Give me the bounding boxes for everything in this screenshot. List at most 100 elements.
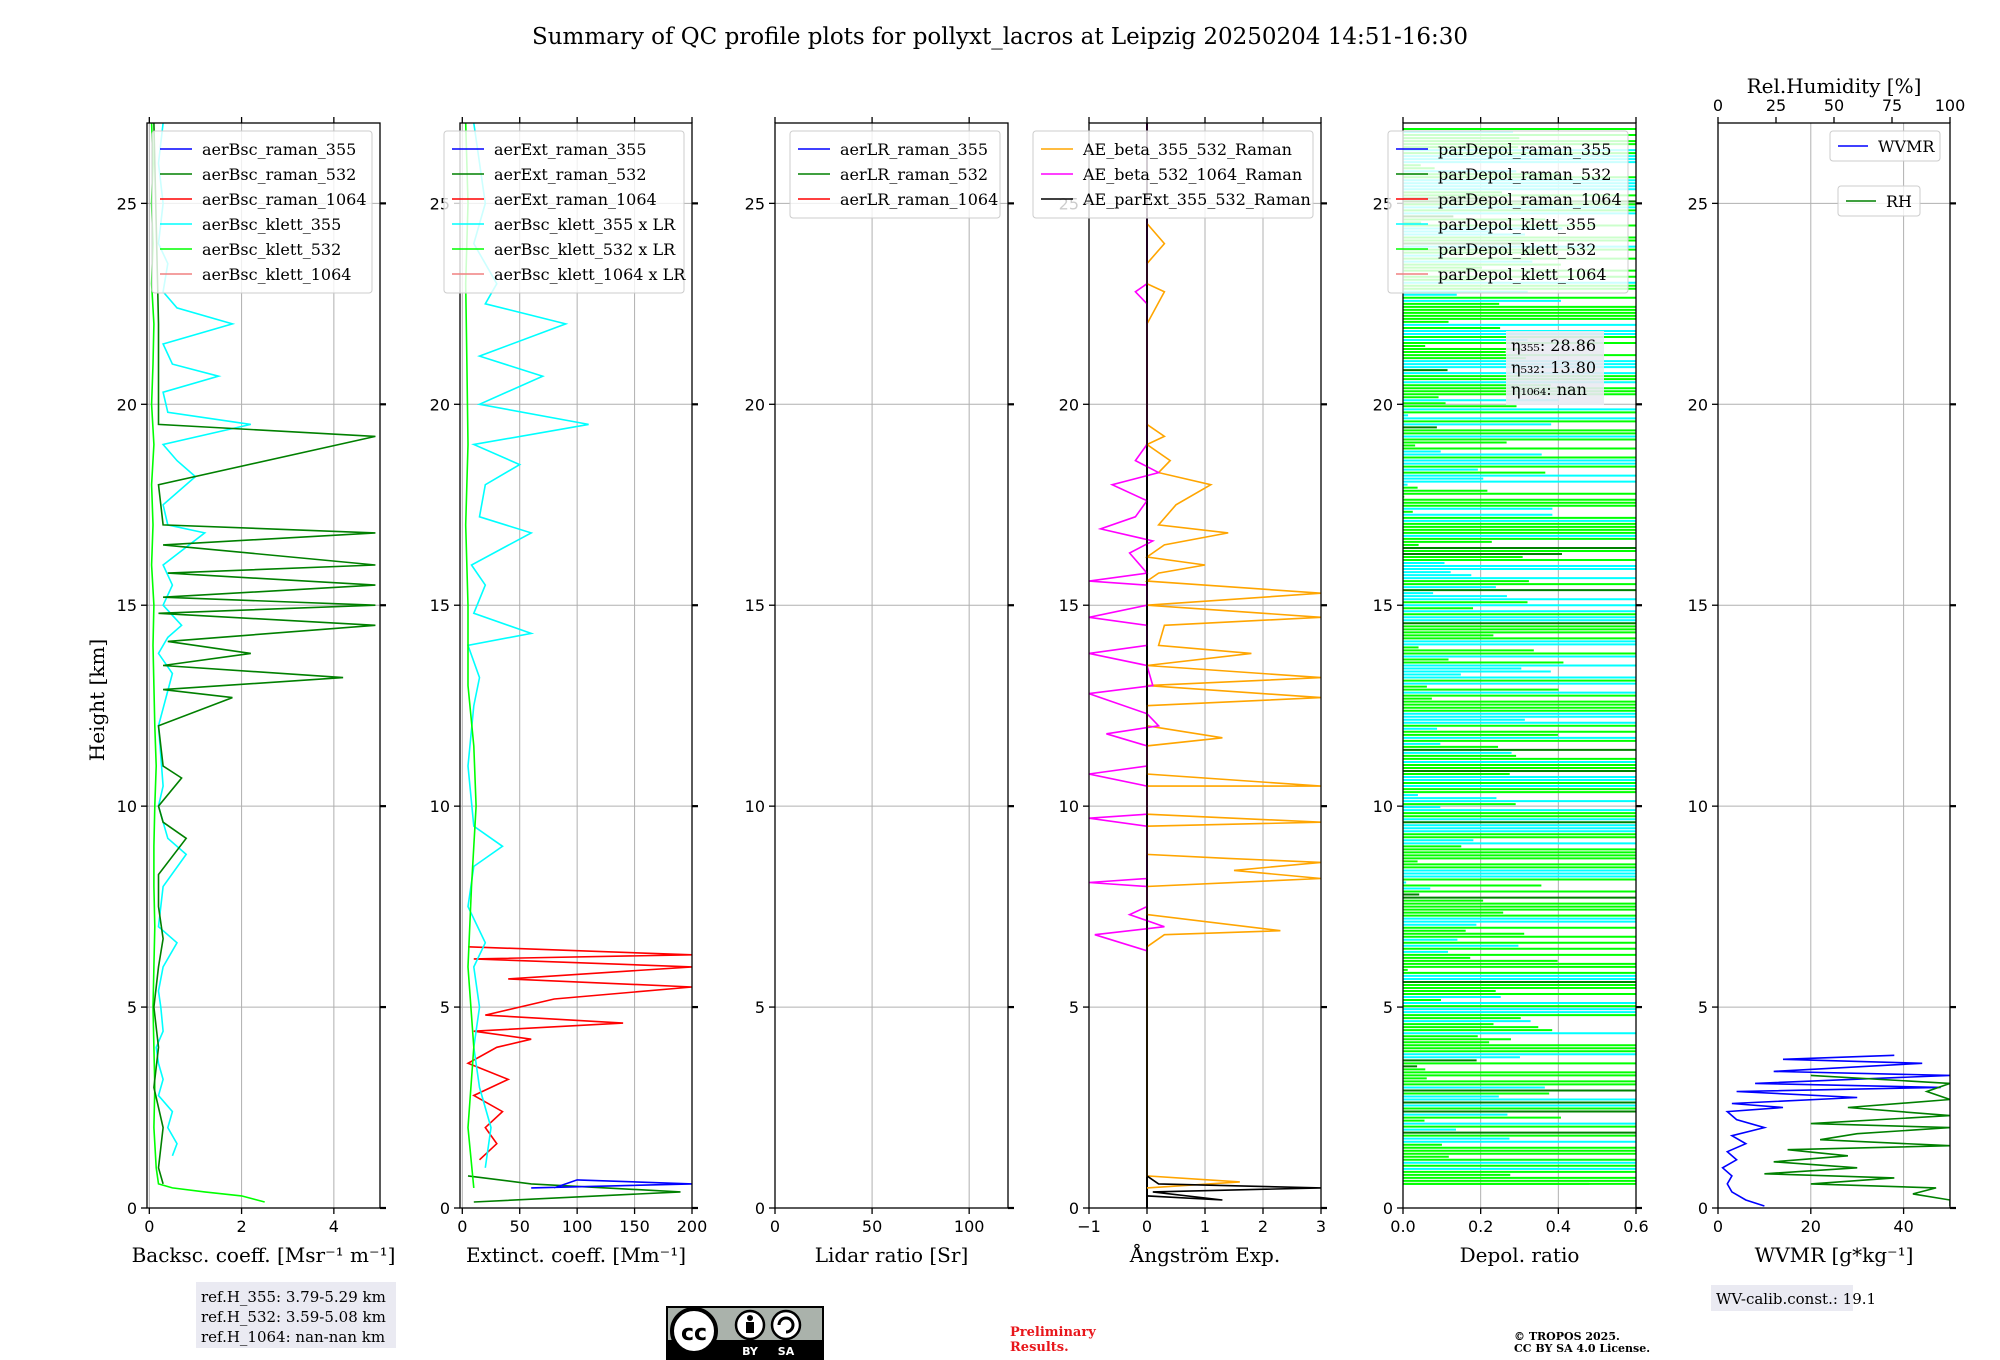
xtick-label-lr-0: 0 (770, 1217, 780, 1236)
ytick-label-ext-3: 15 (430, 596, 450, 615)
legend-label-wv-0: WVMR (1878, 137, 1935, 156)
ytick-label-lr-4: 20 (745, 395, 765, 414)
y-axis-label: Height [km] (85, 639, 109, 761)
plot-area-ae (1089, 123, 1321, 1208)
ytick-label-ext-0: 0 (440, 1199, 450, 1218)
preliminary-line-2: Results. (1010, 1340, 1069, 1355)
eta-annotation-box (1506, 331, 1604, 405)
legend-label-ae-1: AE_beta_532_1064_Raman (1082, 165, 1302, 184)
ytick-label-bsc-2: 10 (117, 797, 137, 816)
legend-box-depol (1387, 130, 1629, 294)
legend-label-depol-3: parDepol_klett_355 (1438, 215, 1596, 234)
legend-box-wv-1 (1837, 185, 1921, 217)
legend-label-wv-1: RH (1886, 192, 1912, 211)
legend-label-bsc-4: aerBsc_klett_532 (202, 240, 341, 259)
legend-label-depol-0: parDepol_raman_355 (1438, 140, 1611, 159)
xtick-label-bsc-0: 0 (144, 1217, 154, 1236)
xtick-label-depol-1: 0.2 (1468, 1217, 1493, 1236)
cc-sa-label: SA (778, 1345, 795, 1358)
xtick-label-ext-2: 100 (562, 1217, 593, 1236)
panel-wv: 0 20 40 0 5 10 15 20 25 0 25 50 75 100 Rel.Humidity [%… (1688, 74, 1966, 1267)
ytick-label-depol-2: 10 (1373, 797, 1393, 816)
legend-label-lr-2: aerLR_raman_1064 (840, 190, 998, 209)
xtick-label-lr-1: 50 (862, 1217, 882, 1236)
sa-share-arrow (777, 1316, 795, 1334)
legend-label-bsc-1: aerBsc_raman_532 (202, 165, 356, 184)
x-axis-label-wv: WVMR [g*kg⁻¹] (1755, 1243, 1914, 1267)
xtick-label-ext-0: 0 (457, 1217, 467, 1236)
rh-tick-label-1: 25 (1766, 96, 1786, 115)
ytick-label-depol-4: 20 (1373, 395, 1393, 414)
ref-height-box: ref.H_355: 3.79-5.29 km ref.H_532: 3.59-… (196, 1282, 396, 1348)
ytick-label-wv-3: 15 (1688, 596, 1708, 615)
xtick-label-bsc-2: 4 (329, 1217, 339, 1236)
series-ext-2 (531, 1179, 692, 1189)
xtick-label-ext-1: 50 (510, 1217, 530, 1236)
legend-label-ae-2: AE_parExt_355_532_Raman (1082, 190, 1311, 209)
copyright-line-2: CC BY SA 4.0 License. (1514, 1342, 1650, 1355)
legend-box-ae (1032, 130, 1314, 219)
xtick-label-ae-4: 3 (1316, 1217, 1326, 1236)
wv-calib-const: WV-calib.const.: 19.1 (1716, 1290, 1876, 1308)
legend-label-bsc-2: aerBsc_raman_1064 (202, 190, 367, 209)
legend-label-depol-5: parDepol_klett_1064 (1438, 265, 1607, 284)
ytick-label-depol-1: 5 (1383, 998, 1393, 1017)
xtick-label-ext-4: 200 (677, 1217, 708, 1236)
ytick-label-ext-4: 20 (430, 395, 450, 414)
series-bsc-2 (153, 123, 376, 1185)
ytick-label-wv-2: 10 (1688, 797, 1708, 816)
legend-label-bsc-0: aerBsc_raman_355 (202, 140, 356, 159)
legend-box-ext (443, 130, 685, 294)
ytick-label-wv-0: 0 (1698, 1199, 1708, 1218)
legend-label-ext-2: aerExt_raman_1064 (494, 190, 657, 209)
plot-area-wv (1721, 1054, 1950, 1207)
legend-label-bsc-3: aerBsc_klett_355 (202, 215, 341, 234)
legend-label-ae-0: AE_beta_355_532_Raman (1082, 140, 1292, 159)
ytick-label-ae-4: 20 (1059, 395, 1079, 414)
sa-share-icon (770, 1309, 802, 1341)
rh-tick-label-4: 100 (1935, 96, 1966, 115)
ytick-label-ae-3: 15 (1059, 596, 1079, 615)
cc-by-label: BY (742, 1345, 759, 1358)
ytick-label-bsc-3: 15 (117, 596, 137, 615)
by-person-head (747, 1315, 753, 1321)
series-ext-3 (466, 123, 589, 1168)
ytick-label-wv-4: 20 (1688, 395, 1708, 414)
xtick-label-wv-2: 40 (1893, 1217, 1913, 1236)
series-bsc-0 (150, 123, 265, 1203)
axes-frame-bsc (146, 122, 381, 1209)
xtick-label-depol-3: 0.6 (1623, 1217, 1648, 1236)
legend-label-depol-4: parDepol_klett_532 (1438, 240, 1596, 259)
legend-label-ext-4: aerBsc_klett_532 x LR (494, 240, 676, 259)
ref-height-box-bg (196, 1282, 396, 1348)
ytick-label-lr-1: 5 (755, 998, 765, 1017)
xtick-label-ae-3: 2 (1258, 1217, 1268, 1236)
ytick-label-wv-5: 25 (1688, 194, 1708, 213)
series-bsc-1 (155, 123, 251, 1157)
wv-calib-box: WV-calib.const.: 19.1 (1711, 1285, 1876, 1311)
preliminary-line-1: Preliminary (1010, 1325, 1096, 1340)
ytick-label-lr-5: 25 (745, 194, 765, 213)
rh-tick-label-2: 50 (1824, 96, 1844, 115)
x-axis-label-ext: Extinct. coeff. [Mm⁻¹] (466, 1243, 686, 1267)
cc-icon-text: cc (681, 1321, 707, 1346)
xtick-label-ae-0: −1 (1077, 1217, 1101, 1236)
x-axis-label-ae: Ångström Exp. (1129, 1242, 1280, 1267)
rh-axis-label: Rel.Humidity [%] (1747, 74, 1922, 98)
ytick-label-lr-0: 0 (755, 1199, 765, 1218)
eta-annotation-1: η₅₃₂: 13.80 (1511, 358, 1596, 377)
axes-frame-depol (1402, 122, 1637, 1209)
ytick-label-lr-2: 10 (745, 797, 765, 816)
rh-tick-label-0: 0 (1713, 96, 1723, 115)
panel-lr: 0 50 100 0 5 10 15 20 25 Lidar ratio [Sr] aerLR_ra… (745, 117, 1014, 1267)
copyright-line-1: © TROPOS 2025. (1514, 1330, 1620, 1343)
by-person-body (746, 1322, 754, 1333)
legend-box-wv-0 (1829, 130, 1941, 162)
legend-box-lr (789, 130, 1001, 219)
ytick-label-ae-2: 10 (1059, 797, 1079, 816)
panel-ae: −101230510152025Ångström Exp.AE_beta_355… (1032, 117, 1327, 1267)
axes-frame-ext (459, 122, 693, 1209)
